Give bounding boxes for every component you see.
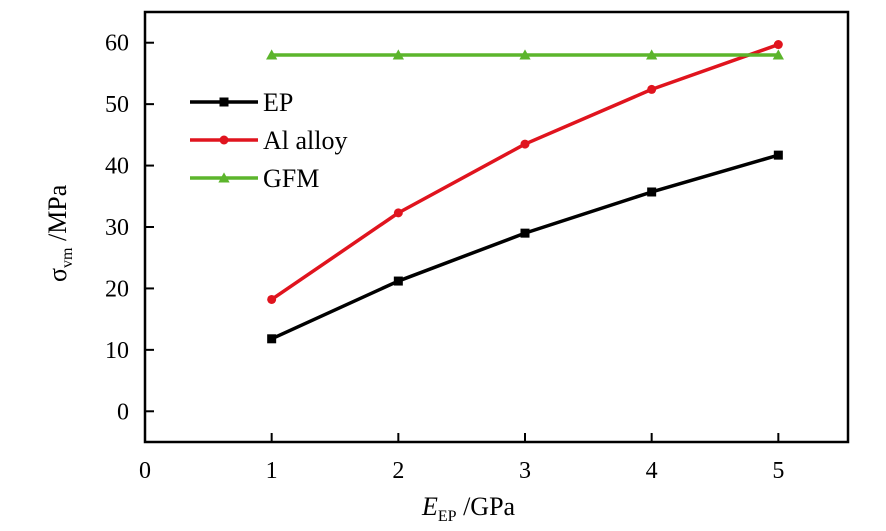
- legend-item-ep: EP: [190, 88, 293, 117]
- x-axis-title: EEP /GPa: [421, 492, 516, 525]
- y-tick-label: 50: [105, 92, 129, 118]
- x-tick-label: 0: [139, 458, 151, 484]
- data-point-ep: [520, 228, 530, 238]
- series-line-al-alloy: [270, 42, 779, 301]
- data-point-al-alloy: [773, 40, 783, 50]
- y-tick-label: 30: [105, 215, 129, 241]
- y-tick-label: 20: [105, 276, 129, 302]
- data-point-ep: [393, 276, 403, 286]
- series-ep: [267, 150, 783, 344]
- data-point-gfm: [392, 49, 404, 60]
- legend-marker-al-alloy: [219, 135, 229, 145]
- y-tick-label: 60: [105, 31, 129, 57]
- x-tick-label: 3: [519, 458, 531, 484]
- y-tick-label: 0: [117, 399, 129, 425]
- y-axis-title-sub: vm: [59, 247, 76, 268]
- x-tick-label: 2: [392, 458, 404, 484]
- plot-frame: [143, 10, 850, 444]
- x-tick-label: 4: [646, 458, 658, 484]
- data-point-al-alloy: [267, 294, 277, 304]
- data-point-ep: [773, 150, 783, 160]
- x-tick-label: 5: [772, 458, 784, 484]
- data-point-al-alloy: [647, 84, 657, 94]
- y-axis-ticks: 0 10 20 30 40 50 60: [105, 31, 154, 425]
- legend-marker-gfm: [218, 172, 230, 183]
- legend-label-ep: EP: [263, 88, 293, 117]
- data-point-ep: [647, 187, 657, 197]
- x-axis-title-main: E: [421, 492, 438, 521]
- series-layer: [266, 40, 784, 344]
- x-axis-title-unit: /GPa: [457, 492, 516, 521]
- data-point-gfm: [519, 49, 531, 60]
- data-point-gfm: [266, 49, 278, 60]
- data-point-al-alloy: [520, 139, 530, 149]
- legend-marker-ep: [219, 97, 229, 107]
- legend: EP Al alloy GFM: [190, 88, 348, 193]
- legend-label-gfm: GFM: [263, 164, 319, 193]
- legend-label-al-alloy: Al alloy: [263, 126, 348, 155]
- x-tick-label: 1: [266, 458, 278, 484]
- y-tick-label: 10: [105, 338, 129, 364]
- y-axis-title-main: σ: [43, 268, 72, 282]
- x-axis-ticks: 0 1 2 3 4 5: [139, 433, 784, 484]
- data-point-gfm: [646, 49, 658, 60]
- data-point-ep: [267, 334, 277, 344]
- data-point-gfm: [772, 49, 784, 60]
- legend-item-al-alloy: Al alloy: [190, 126, 348, 155]
- legend-item-gfm: GFM: [190, 164, 319, 193]
- y-axis-title: σvm /MPa: [43, 184, 76, 282]
- y-tick-label: 40: [105, 154, 129, 180]
- y-axis-title-unit: /MPa: [43, 184, 72, 247]
- data-point-al-alloy: [393, 208, 403, 218]
- x-axis-title-sub: EP: [438, 508, 457, 525]
- series-al-alloy: [267, 40, 783, 304]
- series-gfm: [266, 49, 784, 60]
